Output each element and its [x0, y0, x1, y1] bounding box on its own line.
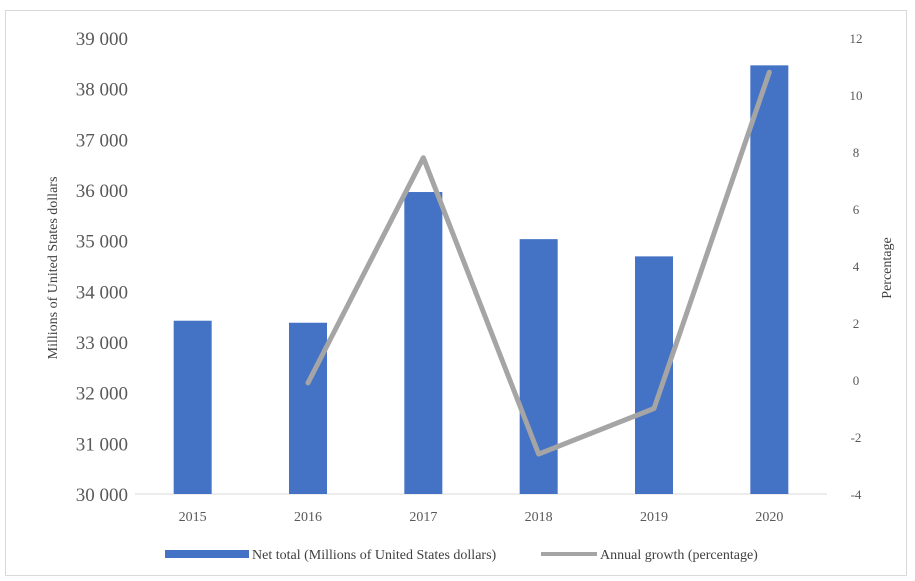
legend-label-line: Annual growth (percentage) — [600, 548, 758, 563]
right-tick-label: 8 — [853, 145, 860, 160]
left-tick-label: 37 000 — [76, 130, 128, 151]
left-axis-title: Millions of United States dollars — [46, 177, 61, 360]
left-tick-label: 31 000 — [76, 434, 128, 455]
right-tick-label: -2 — [851, 430, 862, 445]
left-tick-label: 36 000 — [76, 181, 128, 202]
x-tick-label: 2019 — [640, 510, 668, 525]
left-axis-ticks: 30 000 31 000 32 000 33 000 34 000 35 000 36 0… — [76, 29, 128, 506]
right-axis-title: Percentage — [880, 237, 895, 298]
left-tick-label: 34 000 — [76, 282, 128, 303]
left-tick-label: 30 000 — [76, 485, 128, 506]
x-tick-label: 2017 — [409, 510, 437, 525]
bar-2015 — [173, 320, 212, 494]
left-tick-label: 35 000 — [76, 232, 128, 253]
x-tick-label: 2020 — [755, 510, 783, 525]
left-tick-label: 33 000 — [76, 333, 128, 354]
right-tick-label: 4 — [853, 259, 860, 274]
line-series — [305, 69, 772, 457]
legend: Net total (Millions of United States dol… — [165, 548, 758, 563]
right-tick-label: 6 — [853, 202, 860, 217]
left-tick-label: 39 000 — [76, 29, 128, 50]
right-tick-label: 0 — [853, 373, 860, 388]
legend-label-bars: Net total (Millions of United States dol… — [252, 548, 497, 563]
x-tick-label: 2015 — [179, 510, 207, 525]
x-tick-label: 2018 — [525, 510, 553, 525]
right-tick-label: 12 — [850, 31, 863, 46]
legend-swatch-bars — [165, 550, 249, 558]
left-tick-label: 32 000 — [76, 384, 128, 405]
right-tick-label: -4 — [851, 487, 862, 502]
bar-series — [173, 65, 789, 495]
bar-2016 — [289, 322, 327, 494]
bar-2020 — [750, 65, 789, 495]
right-tick-label: 2 — [853, 316, 860, 331]
right-axis-ticks: -4 -2 0 2 4 6 8 10 12 — [850, 31, 863, 502]
left-tick-label: 38 000 — [76, 80, 128, 101]
bar-2017 — [404, 192, 443, 494]
x-tick-label: 2016 — [294, 510, 322, 525]
x-axis-ticks: 2015 2016 2017 2018 2019 2020 — [179, 510, 784, 525]
right-tick-label: 10 — [850, 88, 863, 103]
